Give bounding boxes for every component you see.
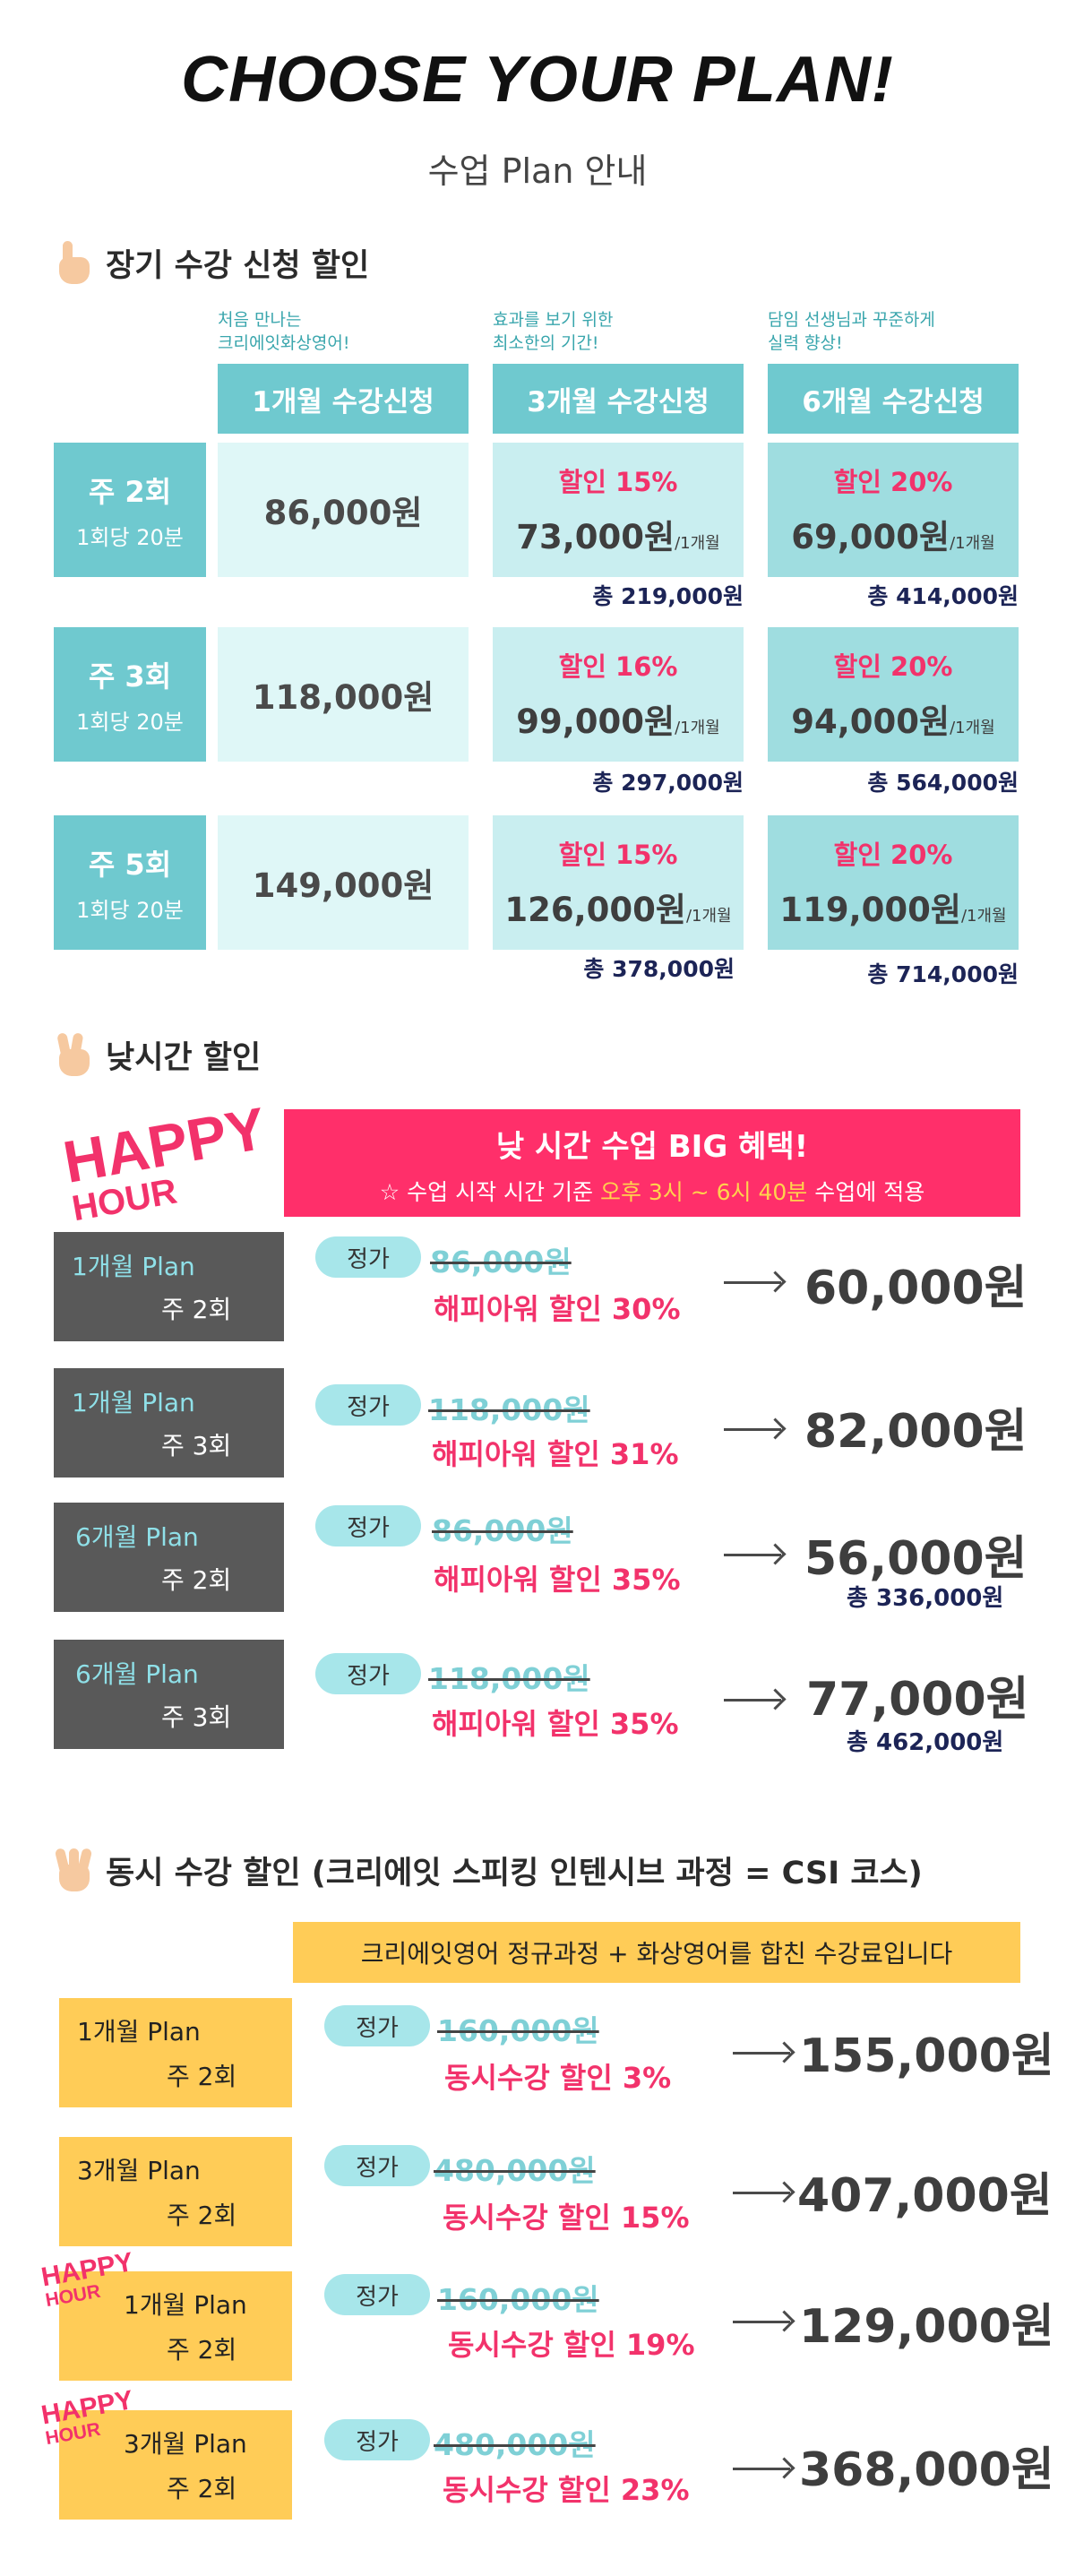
section-daytime-title: 낮시간 할인 (106, 1040, 262, 1076)
discount-label: 동시수강 할인 23% (443, 2473, 690, 2507)
column-note: 효과를 보기 위한 최소한의 기간! (493, 310, 614, 353)
regular-price-pill: 정가 (324, 2145, 430, 2186)
price-cell-3-month: 할인 15% 126,000원/1개월 (493, 815, 744, 950)
total-price: 총 297,000원 (592, 770, 744, 796)
regular-price-pill: 정가 (324, 2274, 430, 2315)
victory-hand-icon (54, 1031, 95, 1078)
regular-price-pill: 정가 (324, 2419, 430, 2460)
final-price: 407,000원 (797, 2169, 1053, 2223)
page-title: CHOOSE YOUR PLAN! (181, 44, 894, 116)
total-price: 총 414,000원 (867, 583, 1019, 609)
final-price: 82,000원 (804, 1405, 1028, 1459)
section-simultaneous-title: 동시 수강 할인 (크리에잇 스피킹 인텐시브 과정 = CSI 코스) (106, 1856, 923, 1891)
arrow-right-icon (724, 1554, 781, 1556)
arrow-right-icon (733, 2052, 790, 2055)
regular-price: 160,000원 (437, 2013, 599, 2048)
arrow-right-icon (733, 2468, 790, 2470)
row-header-3x: 주 3회 1회당 20분 (54, 627, 206, 762)
discount-label: 해피아워 할인 30% (434, 1292, 681, 1326)
regular-price: 480,000원 (434, 2427, 596, 2462)
price-cell-6-month: 할인 20% 119,000원/1개월 (768, 815, 1019, 950)
price-cell-1-month: 149,000원 (218, 815, 469, 950)
banner-title: 낮 시간 수업 BIG 혜택! (495, 1129, 809, 1165)
total-price: 총 219,000원 (592, 583, 744, 609)
regular-price: 86,000원 (430, 1245, 572, 1279)
column-note: 담임 선생님과 꾸준하게 실력 향상! (768, 310, 935, 353)
regular-price: 86,000원 (432, 1513, 573, 1548)
price-cell-6-month: 할인 20% 69,000원/1개월 (768, 443, 1019, 577)
plan-card: 6개월 Plan 주 3회 (54, 1640, 284, 1749)
section-long-term-heading: 장기 수강 신청 할인 (54, 240, 369, 286)
plan-card: 1개월 Plan 주 2회 (59, 2271, 292, 2381)
csi-banner: 크리에잇영어 정규과정 + 화상영어를 합친 수강료입니다 (293, 1922, 1020, 1983)
final-price: 60,000원 (804, 1262, 1028, 1315)
total-price: 총 714,000원 (867, 961, 1019, 987)
final-price: 155,000원 (799, 2029, 1054, 2083)
plan-card: 3개월 Plan 주 2회 (59, 2410, 292, 2520)
daytime-banner: 낮 시간 수업 BIG 혜택! ☆ 수업 시작 시간 기준 오후 3시 ~ 6시… (284, 1109, 1020, 1217)
banner-subtitle: ☆ 수업 시작 시간 기준 오후 3시 ~ 6시 40분 수업에 적용 (379, 1179, 925, 1205)
total-price: 총 462,000원 (847, 1729, 1004, 1756)
price-cell-3-month: 할인 15% 73,000원/1개월 (493, 443, 744, 577)
discount-label: 동시수강 할인 3% (444, 2061, 672, 2095)
price-cell-1-month: 118,000원 (218, 627, 469, 762)
plan-card: 6개월 Plan 주 2회 (54, 1503, 284, 1612)
page-subtitle: 수업 Plan 안내 (427, 151, 648, 191)
plan-card: 1개월 Plan 주 2회 (54, 1232, 284, 1341)
discount-label: 해피아워 할인 35% (432, 1707, 679, 1741)
row-header-2x: 주 2회 1회당 20분 (54, 443, 206, 577)
three-fingers-hand-icon (54, 1847, 95, 1893)
price-cell-6-month: 할인 20% 94,000원/1개월 (768, 627, 1019, 762)
column-header-6-month: 6개월 수강신청 (768, 364, 1019, 434)
arrow-right-icon (733, 2192, 790, 2194)
row-header-5x: 주 5회 1회당 20분 (54, 815, 206, 950)
section-simultaneous-heading: 동시 수강 할인 (크리에잇 스피킹 인텐시브 과정 = CSI 코스) (54, 1847, 923, 1893)
price-cell-3-month: 할인 16% 99,000원/1개월 (493, 627, 744, 762)
plan-card: 1개월 Plan 주 2회 (59, 1998, 292, 2107)
arrow-right-icon (724, 1281, 781, 1284)
discount-label: 동시수강 할인 19% (448, 2328, 695, 2362)
section-long-term-title: 장기 수강 신청 할인 (106, 248, 370, 284)
discount-label: 해피아워 할인 35% (434, 1563, 681, 1597)
arrow-right-icon (733, 2321, 790, 2323)
total-price: 총 336,000원 (847, 1585, 1004, 1612)
regular-price: 480,000원 (434, 2153, 596, 2188)
plan-card: 1개월 Plan 주 3회 (54, 1368, 284, 1478)
total-price: 총 378,000원 (583, 956, 735, 982)
final-price: 56,000원 (804, 1532, 1028, 1586)
discount-label: 동시수강 할인 15% (443, 2201, 690, 2235)
happy-hour-logo: HAPPY HOUR (58, 1094, 271, 1229)
regular-price-pill: 정가 (315, 1384, 421, 1426)
arrow-right-icon (724, 1699, 781, 1702)
plan-card: 3개월 Plan 주 2회 (59, 2137, 292, 2246)
regular-price: 118,000원 (428, 1661, 590, 1696)
column-note: 처음 만나는 크리에잇화상영어! (218, 310, 350, 353)
regular-price: 160,000원 (437, 2282, 599, 2317)
final-price: 129,000원 (799, 2300, 1054, 2354)
price-cell-1-month: 86,000원 (218, 443, 469, 577)
final-price: 368,000원 (799, 2443, 1054, 2497)
column-header-1-month: 1개월 수강신청 (218, 364, 469, 434)
regular-price-pill: 정가 (315, 1653, 421, 1694)
discount-label: 해피아워 할인 31% (432, 1437, 679, 1471)
pointing-hand-icon (54, 240, 95, 286)
regular-price: 118,000원 (428, 1392, 590, 1427)
arrow-right-icon (724, 1428, 781, 1431)
regular-price-pill: 정가 (315, 1505, 421, 1546)
regular-price-pill: 정가 (315, 1236, 421, 1278)
section-daytime-heading: 낮시간 할인 (54, 1031, 262, 1078)
final-price: 77,000원 (806, 1673, 1029, 1727)
total-price: 총 564,000원 (867, 770, 1019, 796)
column-header-3-month: 3개월 수강신청 (493, 364, 744, 434)
regular-price-pill: 정가 (324, 2005, 430, 2046)
